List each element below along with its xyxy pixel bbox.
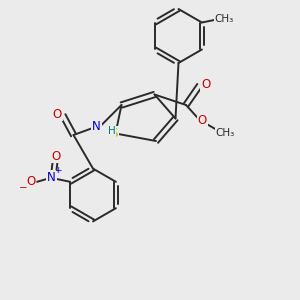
Text: H: H xyxy=(108,126,116,136)
Text: S: S xyxy=(110,127,118,140)
Text: CH₃: CH₃ xyxy=(215,14,234,25)
Text: CH₃: CH₃ xyxy=(215,128,235,139)
Text: N: N xyxy=(47,171,56,184)
Text: O: O xyxy=(51,149,60,163)
Text: −: − xyxy=(19,183,28,193)
Text: +: + xyxy=(54,166,61,175)
Text: O: O xyxy=(52,107,62,121)
Text: N: N xyxy=(92,119,101,133)
Text: O: O xyxy=(198,114,207,128)
Text: O: O xyxy=(201,77,210,91)
Text: O: O xyxy=(26,175,35,188)
